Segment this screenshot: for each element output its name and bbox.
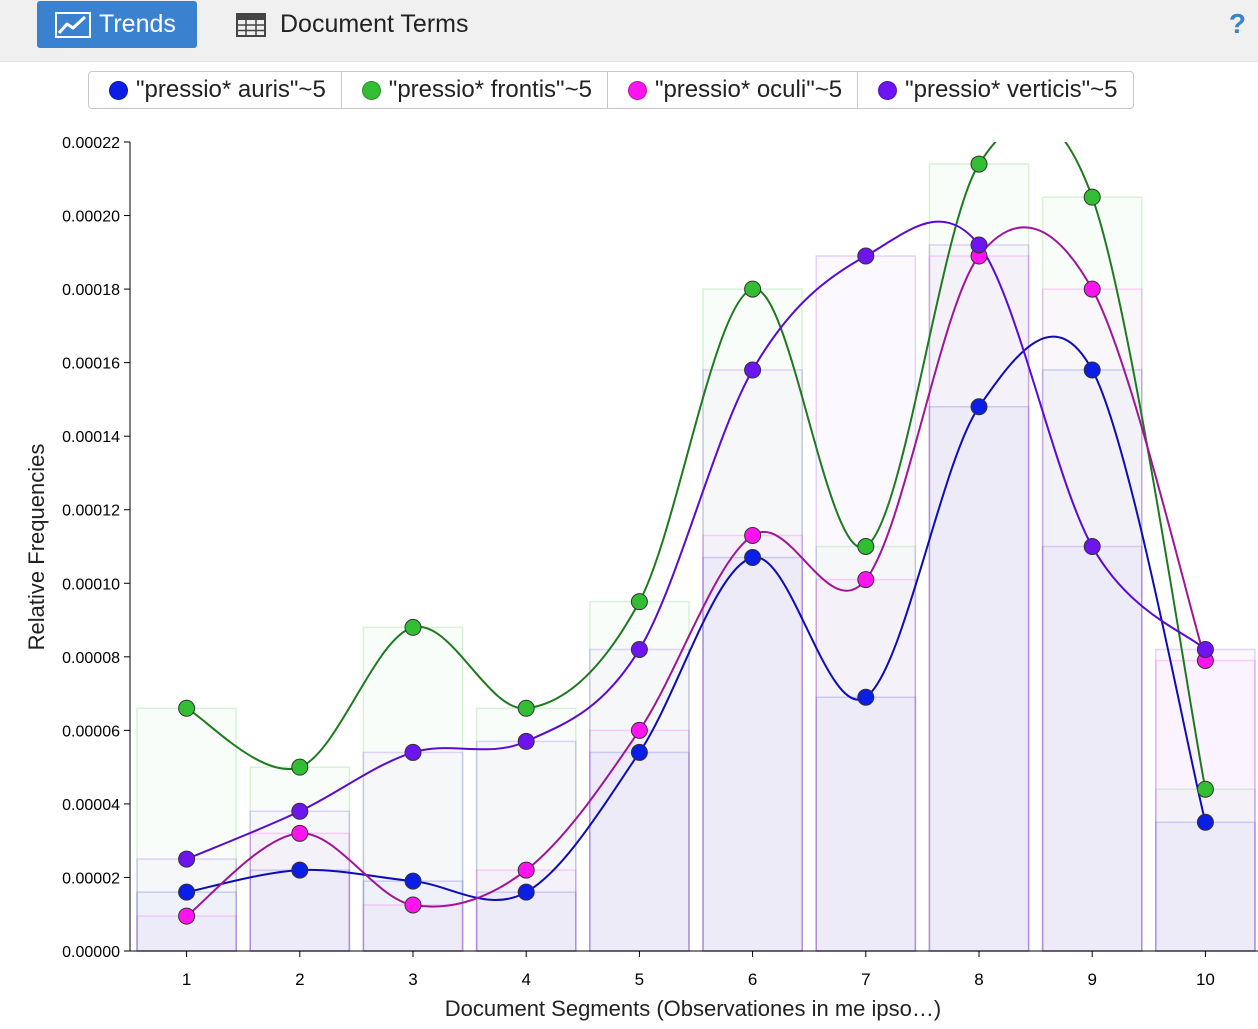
- data-point-1-5[interactable]: [630, 743, 648, 761]
- chart-legend: "pressio* auris"~5 "pressio* frontis"~5 …: [88, 71, 1134, 109]
- data-point-4-7[interactable]: [857, 247, 875, 265]
- y-tick-label: 0.00000: [62, 944, 120, 961]
- data-point-2-7[interactable]: [857, 538, 875, 555]
- x-tick-label: 1: [182, 970, 191, 989]
- x-tick-label: 7: [861, 970, 870, 989]
- legend-dot-oculi: [627, 80, 647, 100]
- legend-dot-frontis: [361, 80, 381, 100]
- x-tick-label: 4: [521, 970, 530, 989]
- series-line-2: [186, 142, 1207, 790]
- data-point-2-8[interactable]: [970, 155, 988, 173]
- data-point-2-4[interactable]: [517, 699, 535, 717]
- data-point-3-1[interactable]: [178, 907, 196, 925]
- data-point-3-6[interactable]: [744, 526, 762, 544]
- legend-label-verticis: "pressio* verticis"~5: [905, 76, 1118, 103]
- data-point-3-4[interactable]: [517, 861, 535, 879]
- bar-4-9: [1041, 545, 1143, 952]
- y-tick-label: 0.00018: [62, 282, 120, 299]
- line-layer: [186, 142, 1207, 917]
- data-point-4-1[interactable]: [178, 850, 196, 868]
- tab-trends[interactable]: Trends: [37, 1, 197, 48]
- bar-4-7: [815, 255, 917, 952]
- data-point-2-10[interactable]: [1196, 780, 1214, 798]
- data-point-3-9[interactable]: [1083, 280, 1101, 298]
- data-point-3-7[interactable]: [857, 571, 875, 589]
- data-point-4-5[interactable]: [630, 640, 648, 658]
- data-point-1-4[interactable]: [517, 883, 535, 901]
- y-tick-label: 0.00020: [62, 209, 120, 226]
- data-point-2-3[interactable]: [404, 618, 422, 636]
- x-tick-label: 6: [748, 970, 757, 989]
- data-point-3-3[interactable]: [404, 896, 422, 914]
- tab-trends-label: Trends: [99, 10, 176, 38]
- y-tick-label: 0.00008: [62, 650, 120, 667]
- y-tick-label: 0.00016: [62, 356, 120, 373]
- y-tick-label: 0.00014: [62, 429, 120, 446]
- y-tick-label: 0.00002: [62, 870, 120, 887]
- data-point-1-2[interactable]: [291, 861, 309, 879]
- data-point-1-6[interactable]: [744, 549, 762, 567]
- x-tick-label: 9: [1087, 970, 1096, 989]
- bar-4-10: [1155, 648, 1256, 952]
- bar-4-4: [475, 740, 577, 952]
- x-tick-label: 8: [974, 970, 983, 989]
- legend-item-frontis[interactable]: "pressio* frontis"~5: [342, 72, 608, 108]
- y-tick-label: 0.00004: [62, 797, 120, 814]
- data-point-1-9[interactable]: [1083, 361, 1101, 379]
- data-point-1-7[interactable]: [857, 688, 875, 706]
- legend-dot-auris: [109, 80, 128, 100]
- toolbar: Trends Document Terms ?: [0, 0, 1258, 62]
- tab-document-terms[interactable]: Document Terms: [236, 1, 469, 48]
- y-tick-label: 0.00022: [62, 135, 120, 152]
- legend-item-oculi[interactable]: "pressio* oculi"~5: [608, 72, 859, 108]
- data-point-1-1[interactable]: [178, 883, 196, 901]
- bar-4-6: [702, 369, 803, 952]
- legend-label-frontis: "pressio* frontis"~5: [388, 76, 592, 103]
- point-layer: [178, 155, 1214, 925]
- data-point-1-8[interactable]: [970, 398, 988, 416]
- data-point-4-9[interactable]: [1083, 538, 1101, 555]
- y-tick-label: 0.00006: [62, 723, 120, 740]
- bar-4-8: [928, 244, 1030, 952]
- table-icon: [236, 12, 266, 37]
- legend-item-verticis[interactable]: "pressio* verticis"~5: [858, 72, 1132, 108]
- data-point-3-2[interactable]: [291, 824, 309, 842]
- x-tick-label: 10: [1196, 970, 1215, 989]
- data-point-3-5[interactable]: [630, 721, 648, 739]
- data-point-4-2[interactable]: [291, 802, 309, 820]
- y-axis-label: Relative Frequencies: [24, 444, 49, 651]
- data-point-4-8[interactable]: [970, 236, 988, 254]
- data-point-4-4[interactable]: [517, 732, 535, 750]
- data-point-2-6[interactable]: [744, 280, 762, 298]
- data-point-1-3[interactable]: [404, 872, 422, 890]
- data-point-2-2[interactable]: [291, 758, 309, 776]
- data-point-2-1[interactable]: [178, 699, 196, 717]
- data-point-2-5[interactable]: [630, 593, 648, 611]
- legend-dot-verticis: [878, 80, 898, 100]
- bar-4-3: [362, 751, 464, 952]
- y-tick-label: 0.00012: [62, 503, 120, 520]
- line-chart-icon: [55, 11, 91, 38]
- legend-label-oculi: "pressio* oculi"~5: [654, 76, 843, 103]
- data-point-1-10[interactable]: [1196, 813, 1214, 831]
- data-point-4-10[interactable]: [1196, 640, 1214, 658]
- tab-document-terms-label: Document Terms: [280, 10, 469, 38]
- x-tick-label: 2: [295, 970, 304, 989]
- legend-label-auris: "pressio* auris"~5: [136, 76, 326, 103]
- x-tick-label: 5: [635, 970, 644, 989]
- legend-item-auris[interactable]: "pressio* auris"~5: [89, 72, 342, 108]
- bar-4-1: [136, 858, 237, 952]
- help-icon[interactable]: ?: [1228, 8, 1246, 39]
- x-axis-label: Document Segments (Observationes in me i…: [445, 996, 941, 1021]
- x-tick-label: 3: [408, 970, 417, 989]
- y-tick-label: 0.00010: [62, 576, 120, 593]
- data-point-2-9[interactable]: [1083, 188, 1101, 206]
- series-line-4: [186, 220, 1207, 860]
- data-point-4-3[interactable]: [404, 743, 422, 761]
- data-point-4-6[interactable]: [744, 361, 762, 379]
